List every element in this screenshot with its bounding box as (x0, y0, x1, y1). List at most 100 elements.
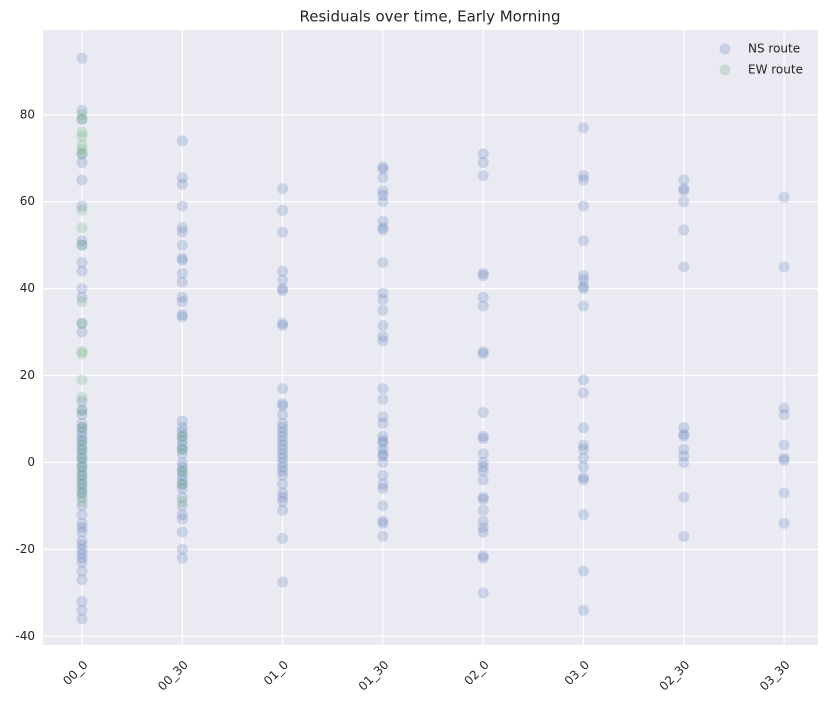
point (176, 478, 188, 490)
point (778, 487, 790, 499)
point (578, 474, 589, 486)
point (477, 491, 489, 503)
point (76, 596, 88, 608)
y-tick-label: 80 (20, 107, 35, 121)
point (778, 402, 790, 414)
point (477, 300, 489, 312)
point (277, 504, 289, 516)
point (477, 433, 489, 445)
point (377, 469, 389, 481)
point (176, 426, 188, 438)
point (176, 267, 188, 279)
point (377, 448, 389, 460)
point (176, 435, 188, 447)
point (76, 417, 88, 429)
point (76, 535, 88, 547)
point (778, 191, 790, 203)
point (477, 504, 489, 516)
y-tick-label: 40 (20, 281, 35, 295)
x-tick-label: 01_30 (356, 658, 392, 694)
point (477, 465, 489, 477)
point (477, 526, 489, 538)
point (377, 196, 389, 208)
point (76, 556, 88, 568)
point (76, 487, 88, 499)
point (277, 226, 289, 238)
point (176, 135, 188, 147)
point (176, 552, 188, 564)
point (176, 415, 188, 427)
point (578, 200, 589, 212)
point (76, 461, 88, 473)
point (76, 435, 88, 447)
point (377, 383, 389, 395)
point (277, 204, 289, 216)
point (578, 461, 589, 473)
point (778, 439, 790, 451)
point (477, 270, 489, 282)
point (477, 461, 489, 473)
point (76, 552, 88, 564)
point (76, 104, 88, 116)
point (778, 409, 790, 421)
plot-area (43, 30, 818, 645)
point (377, 222, 389, 234)
point (277, 398, 289, 410)
point (76, 452, 88, 464)
point (76, 522, 88, 534)
point (377, 330, 389, 342)
point (76, 430, 88, 442)
point (277, 461, 289, 473)
point (277, 422, 289, 434)
point (477, 550, 489, 562)
point (578, 235, 589, 247)
point (76, 443, 88, 455)
point (477, 346, 489, 358)
point (678, 530, 690, 542)
chart-title: Residuals over time, Early Morning (300, 8, 561, 26)
legend-label: NS route (748, 42, 800, 56)
point (377, 435, 389, 447)
point (477, 552, 489, 564)
x-tick-label: 03_0 (562, 658, 592, 688)
point (477, 157, 489, 169)
point (578, 565, 589, 577)
point (277, 400, 289, 412)
point (176, 513, 188, 525)
point (76, 346, 88, 358)
point (76, 496, 88, 508)
point (778, 454, 790, 466)
point (277, 283, 289, 295)
point (76, 265, 88, 277)
point (678, 450, 690, 462)
point (76, 157, 88, 169)
point (477, 291, 489, 303)
point (277, 435, 289, 447)
point (678, 174, 690, 186)
point (277, 478, 289, 490)
point (76, 469, 88, 481)
point (176, 543, 188, 555)
point (76, 478, 88, 490)
point (176, 456, 188, 468)
point (477, 493, 489, 505)
point (277, 285, 289, 297)
point (778, 261, 790, 273)
point (176, 491, 188, 503)
point (76, 148, 88, 160)
point (277, 465, 289, 477)
point (76, 526, 88, 538)
point (76, 52, 88, 64)
point (76, 404, 88, 416)
point (76, 604, 88, 616)
point (176, 443, 188, 455)
point (277, 317, 289, 329)
point (76, 113, 88, 125)
point (76, 113, 88, 125)
point (277, 417, 289, 429)
point (277, 487, 289, 499)
point (176, 439, 188, 451)
point (377, 443, 389, 455)
point (76, 422, 88, 434)
